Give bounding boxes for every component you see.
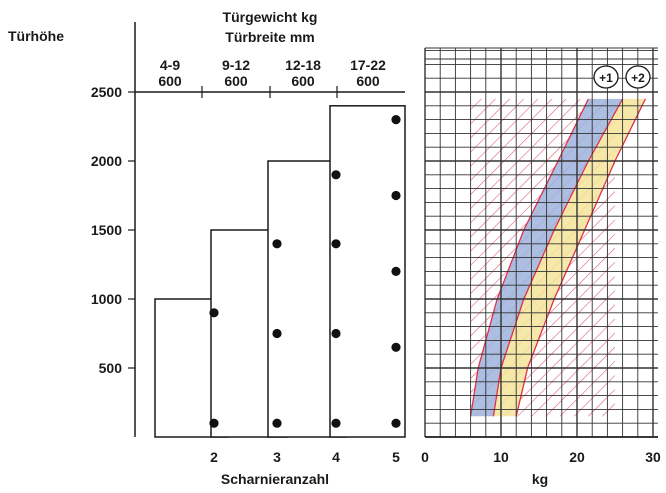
y-tick-label: 2500	[91, 84, 122, 100]
group-width-label: 600	[224, 73, 248, 89]
group-weight-label: 12-18	[285, 57, 321, 73]
hinge-dot	[391, 115, 401, 125]
hinge-dot	[331, 328, 341, 339]
x-tick-label: 3	[273, 449, 281, 465]
series-label: +2	[631, 71, 645, 85]
y-tick-label: 1000	[91, 291, 122, 307]
x-tick-label: 5	[392, 449, 400, 465]
group-weight-label: 4-9	[160, 57, 180, 73]
hinge-dot	[272, 418, 282, 428]
y-tick-label: 500	[99, 360, 123, 376]
hinge-dot	[331, 170, 341, 180]
chart-title: Türgewicht kg	[223, 9, 318, 25]
hinge-dot	[391, 266, 401, 276]
series-label-circle	[593, 65, 619, 89]
band-boundary	[492, 98, 624, 417]
hinge-chart: 50010001500200025004-96009-1260012-18600…	[91, 22, 406, 465]
group-width-label: 600	[291, 73, 315, 89]
y-tick-label: 1500	[91, 222, 122, 238]
hinge-dot	[391, 342, 401, 352]
group-width-label: 600	[158, 73, 182, 89]
hinge-dot	[391, 190, 401, 201]
x-tick-label: 20	[569, 449, 585, 465]
x-axis-label-left: Scharnieranzahl	[221, 471, 329, 487]
hinge-dot	[391, 418, 401, 428]
chart-subtitle: Türbreite mm	[225, 29, 314, 45]
hinge-dot	[331, 418, 341, 428]
series-label: +1	[599, 71, 613, 85]
y-tick-label: 2000	[91, 153, 122, 169]
hinge-dot	[209, 308, 219, 318]
hinge-dot	[272, 239, 282, 249]
series-label-circle	[625, 65, 651, 89]
hinge-dot	[209, 418, 219, 428]
weight-chart: +1 +2 0 10 20 30	[421, 47, 661, 465]
group-weight-label: 9-12	[222, 57, 250, 73]
series-band	[470, 98, 623, 417]
x-tick-label: 10	[493, 449, 509, 465]
band-boundary	[515, 98, 646, 417]
y-axis-label: Türhöhe	[8, 28, 64, 44]
group-weight-label: 17-22	[350, 57, 386, 73]
band-boundary	[469, 98, 589, 417]
group-width-label: 600	[356, 73, 380, 89]
x-axis-label-right: kg	[532, 471, 548, 487]
hinge-dot	[272, 328, 282, 339]
hinge-dot	[331, 239, 341, 249]
x-tick-label: 30	[645, 449, 661, 465]
x-tick-label: 2	[210, 449, 218, 465]
x-tick-label: 0	[421, 449, 429, 465]
x-tick-label: 4	[332, 449, 340, 465]
